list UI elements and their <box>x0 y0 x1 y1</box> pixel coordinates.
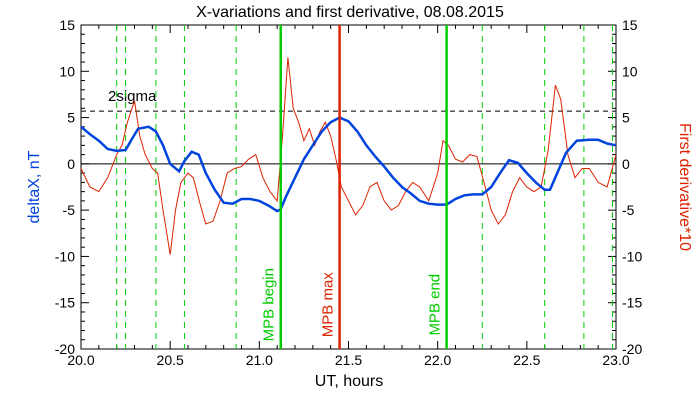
x-tick-label: 21.0 <box>246 352 273 368</box>
y-tick-label-right: 10 <box>622 63 638 79</box>
y-tick-label-right: -5 <box>622 202 635 218</box>
y-tick-label-left: -20 <box>55 341 75 357</box>
x-tick-label: 20.5 <box>157 352 184 368</box>
y-axis-label-right: First derivative*10 <box>676 123 693 251</box>
x-tick-label: 22.5 <box>513 352 540 368</box>
plot-layer: 20.0 20.5 21.0 21.5 22.0 22.5 23.0 15 15 10 10 5 5 0 0… <box>55 17 643 368</box>
marker-label: MPB end <box>427 274 444 336</box>
y-tick-label-right: -10 <box>622 248 642 264</box>
sigma-label: 2sigma <box>108 88 157 105</box>
y-tick-label-right: 0 <box>622 156 630 172</box>
y-tick-label-right: 5 <box>622 110 630 126</box>
y-tick-label-left: -15 <box>55 295 75 311</box>
x-tick-label: 21.5 <box>335 352 362 368</box>
y-tick-label-left: 5 <box>67 110 75 126</box>
plot-frame <box>80 24 617 350</box>
y-tick-label-left: 0 <box>67 156 75 172</box>
x-tick-label: 20.0 <box>67 352 94 368</box>
y-tick-label-left: 15 <box>59 17 75 33</box>
y-tick-label-left: 10 <box>59 63 75 79</box>
y-tick-label-right: 15 <box>622 17 638 33</box>
x-tick-label: 23.0 <box>602 352 629 368</box>
x-tick-label: 22.0 <box>424 352 451 368</box>
deltax-series-line <box>80 116 617 213</box>
y-tick-label-right: -15 <box>622 295 642 311</box>
chart-title: X-variations and first derivative, 08.08… <box>196 4 504 21</box>
y-axis-label-left: deltaX, nT <box>26 150 43 223</box>
y-tick-label-right: -20 <box>622 341 642 357</box>
derivative-series-line <box>80 57 617 255</box>
y-tick-label-left: -5 <box>63 202 76 218</box>
y-tick-label-left: -10 <box>55 248 75 264</box>
x-axis-label: UT, hours <box>315 373 383 390</box>
marker-label: MPB max <box>320 272 337 338</box>
marker-label: MPB begin <box>261 268 278 341</box>
